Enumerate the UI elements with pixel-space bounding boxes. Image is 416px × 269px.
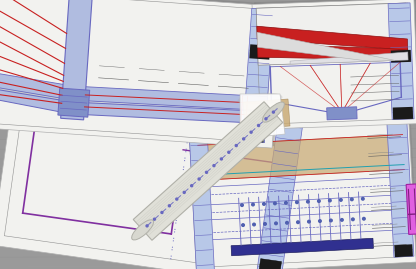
Circle shape — [329, 199, 331, 202]
Polygon shape — [393, 107, 413, 119]
Circle shape — [206, 171, 208, 173]
Polygon shape — [290, 52, 408, 64]
Circle shape — [176, 198, 178, 200]
Polygon shape — [257, 103, 305, 269]
Polygon shape — [0, 0, 282, 148]
Polygon shape — [243, 99, 290, 129]
Polygon shape — [240, 94, 285, 139]
Polygon shape — [0, 73, 73, 106]
Ellipse shape — [132, 220, 154, 240]
Circle shape — [243, 138, 245, 140]
Circle shape — [341, 219, 343, 221]
Circle shape — [286, 221, 288, 224]
Circle shape — [307, 200, 309, 203]
Polygon shape — [386, 104, 414, 257]
Circle shape — [285, 201, 287, 204]
Circle shape — [253, 223, 255, 226]
Circle shape — [241, 204, 243, 206]
Polygon shape — [58, 88, 90, 117]
Polygon shape — [72, 89, 267, 115]
Circle shape — [161, 211, 163, 214]
Circle shape — [297, 221, 299, 224]
Polygon shape — [133, 102, 283, 240]
Polygon shape — [231, 238, 374, 256]
Circle shape — [154, 218, 156, 220]
Circle shape — [264, 223, 266, 225]
Polygon shape — [0, 0, 284, 146]
Polygon shape — [188, 97, 416, 269]
Circle shape — [329, 219, 332, 222]
Circle shape — [362, 197, 364, 200]
Ellipse shape — [262, 102, 284, 122]
Circle shape — [250, 131, 252, 133]
Polygon shape — [394, 244, 413, 257]
Circle shape — [272, 111, 275, 113]
Circle shape — [363, 217, 365, 220]
Polygon shape — [388, 3, 414, 119]
Circle shape — [213, 165, 215, 167]
Polygon shape — [0, 53, 324, 269]
Circle shape — [262, 203, 265, 205]
Circle shape — [252, 203, 254, 206]
Polygon shape — [188, 105, 215, 269]
Polygon shape — [257, 32, 395, 61]
Circle shape — [317, 200, 320, 202]
Circle shape — [228, 151, 230, 153]
Circle shape — [191, 185, 193, 187]
Polygon shape — [61, 0, 92, 120]
Circle shape — [265, 118, 267, 120]
Circle shape — [308, 220, 310, 223]
Circle shape — [296, 201, 298, 204]
Polygon shape — [0, 88, 72, 114]
Circle shape — [242, 224, 244, 226]
Polygon shape — [26, 68, 305, 123]
Polygon shape — [391, 50, 411, 63]
Polygon shape — [72, 86, 267, 111]
Circle shape — [274, 202, 276, 205]
Polygon shape — [190, 95, 416, 269]
Polygon shape — [327, 107, 357, 120]
Circle shape — [319, 220, 321, 222]
Circle shape — [168, 205, 171, 207]
Polygon shape — [0, 72, 73, 100]
Polygon shape — [252, 0, 416, 129]
Polygon shape — [198, 134, 404, 180]
Circle shape — [220, 158, 223, 160]
Polygon shape — [243, 8, 274, 143]
Polygon shape — [243, 128, 265, 143]
Circle shape — [258, 125, 260, 126]
Polygon shape — [258, 44, 408, 60]
Circle shape — [351, 198, 353, 201]
Polygon shape — [257, 26, 408, 50]
Circle shape — [146, 225, 148, 227]
Circle shape — [183, 192, 185, 193]
Polygon shape — [0, 55, 322, 269]
Polygon shape — [249, 44, 270, 60]
Polygon shape — [259, 259, 282, 269]
Polygon shape — [254, 0, 416, 127]
Circle shape — [339, 199, 342, 201]
Ellipse shape — [238, 93, 282, 105]
Circle shape — [275, 222, 277, 225]
Circle shape — [198, 178, 200, 180]
Polygon shape — [256, 3, 408, 65]
Polygon shape — [406, 184, 416, 234]
Polygon shape — [71, 102, 267, 123]
Circle shape — [235, 144, 237, 147]
Circle shape — [352, 218, 354, 221]
